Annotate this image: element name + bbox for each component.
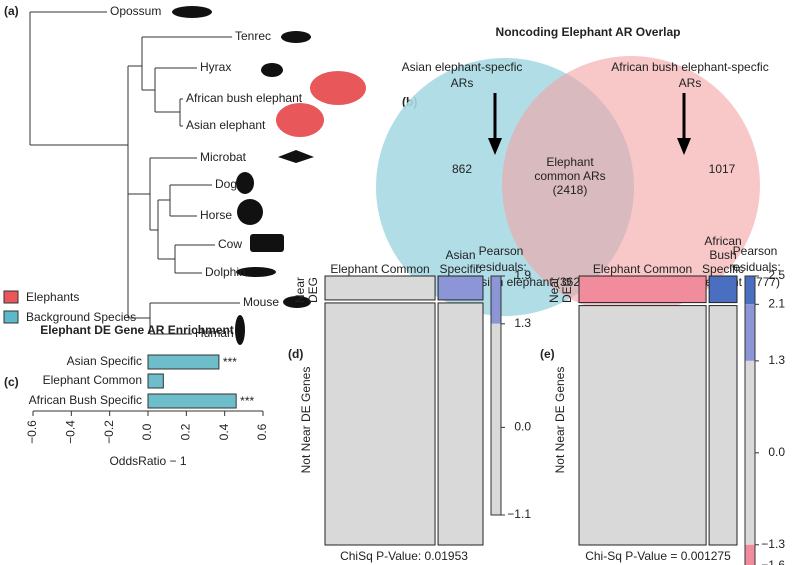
legend-band (745, 276, 755, 304)
arrow-label: ARs (679, 76, 702, 90)
legend-band (745, 304, 755, 361)
arrow-label: Asian elephant-specfic (402, 60, 523, 74)
shared-label: Elephant (546, 155, 594, 169)
panel-label: (c) (4, 375, 19, 389)
mosaic-cell (579, 306, 706, 545)
elephant-icon (276, 103, 324, 137)
x-tick-label: −0.6 (25, 420, 39, 444)
leaf-label: Opossum (110, 4, 161, 18)
x-tick-label: 0.0 (140, 423, 154, 440)
legend-tick-label: −1.6 (761, 558, 785, 565)
mosaic-cell (438, 303, 483, 545)
legend-band (491, 276, 501, 324)
legend-title: Pearson (479, 244, 524, 258)
row-label: DEG (306, 277, 320, 303)
mosaic-cell (709, 306, 737, 545)
horse-icon (237, 199, 263, 225)
leaf-label: Mouse (243, 295, 279, 309)
legend-tick-label: −1.3 (761, 537, 785, 551)
arrow-label: African bush elephant-specfic (611, 60, 768, 74)
shared-label: common ARs (534, 169, 605, 183)
shared-label: (2418) (553, 183, 588, 197)
venn-title: Noncoding Elephant AR Overlap (496, 25, 681, 39)
column-label: Elephant Common (593, 262, 692, 276)
panel-label: (a) (4, 4, 19, 18)
legend-label: Elephants (26, 290, 79, 304)
x-tick-label: −0.2 (102, 420, 116, 444)
legend-swatch (4, 311, 18, 323)
column-label: Elephant Common (330, 262, 429, 276)
legend-tick-label: 0.0 (514, 420, 531, 434)
legend-band (491, 324, 501, 515)
mosaic-cell (325, 276, 435, 300)
elephant-icon (310, 71, 366, 105)
chart-title: Elephant DE Gene AR Enrichment (40, 323, 234, 337)
legend-band (745, 361, 755, 545)
leaf-label: African bush elephant (186, 91, 303, 105)
x-tick-label: −0.4 (64, 420, 78, 444)
p-value-note: Chi-Sq P-Value = 0.001275 (585, 549, 731, 563)
leaf-label: Dog (215, 177, 237, 191)
legend-title: residuals: (475, 260, 526, 274)
legend-tick-label: 1.3 (514, 316, 531, 330)
legend-tick-label: 2.1 (768, 296, 785, 310)
legend-tick-label: 1.3 (768, 353, 785, 367)
leaf-label: Hyrax (200, 60, 231, 74)
leaf-label: Tenrec (235, 29, 271, 43)
row-label: Not Near DE Genes (553, 367, 567, 474)
legend-label: Background Species (26, 310, 136, 324)
panel-label: (e) (540, 347, 555, 361)
x-axis-label: OddsRatio − 1 (109, 454, 186, 468)
leaf-label: Asian elephant (186, 118, 266, 132)
x-tick-label: 0.4 (217, 423, 231, 440)
mosaic-cell (325, 303, 435, 545)
leaf-label: Dolphin (205, 265, 246, 279)
legend-title: residuals: (729, 260, 780, 274)
row-label: DEG (560, 277, 574, 303)
significance: *** (223, 355, 237, 369)
leaf-label: Microbat (200, 150, 247, 164)
category-label: Elephant Common (43, 373, 142, 387)
mosaic-cell (438, 276, 483, 300)
row-label: Near (547, 277, 561, 303)
significance: *** (240, 394, 254, 408)
opossum-icon (172, 6, 212, 18)
bar (148, 394, 236, 408)
legend-tick-label: −1.1 (507, 507, 531, 521)
mosaic-cell (579, 276, 706, 303)
leaf-label: Horse (200, 208, 232, 222)
bat-icon (278, 150, 314, 163)
x-tick-label: 0.6 (255, 423, 269, 440)
panel-label: (d) (288, 347, 303, 361)
bar (148, 374, 163, 388)
x-tick-label: 0.2 (179, 423, 193, 440)
category-label: African Bush Specific (29, 393, 142, 407)
unique-count: 862 (452, 162, 472, 176)
hyrax-icon (261, 63, 283, 77)
dog-icon (236, 172, 254, 194)
arrow-label: ARs (451, 76, 474, 90)
bar (148, 355, 219, 369)
cow-icon (250, 234, 284, 252)
mosaic-cell (709, 276, 737, 303)
category-label: Asian Specific (67, 354, 142, 368)
legend-tick-label: 0.0 (768, 445, 785, 459)
unique-count: 1017 (709, 162, 736, 176)
leaf-label: Cow (218, 237, 242, 251)
legend-title: Pearson (733, 244, 778, 258)
column-label: Asian (446, 248, 476, 262)
row-label: Near (293, 277, 307, 303)
row-label: Not Near DE Genes (299, 367, 313, 474)
tenrec-icon (281, 31, 311, 43)
legend-band (745, 545, 755, 565)
p-value-note: ChiSq P-Value: 0.01953 (340, 549, 468, 563)
human-icon (235, 315, 245, 345)
legend-swatch (4, 291, 18, 303)
